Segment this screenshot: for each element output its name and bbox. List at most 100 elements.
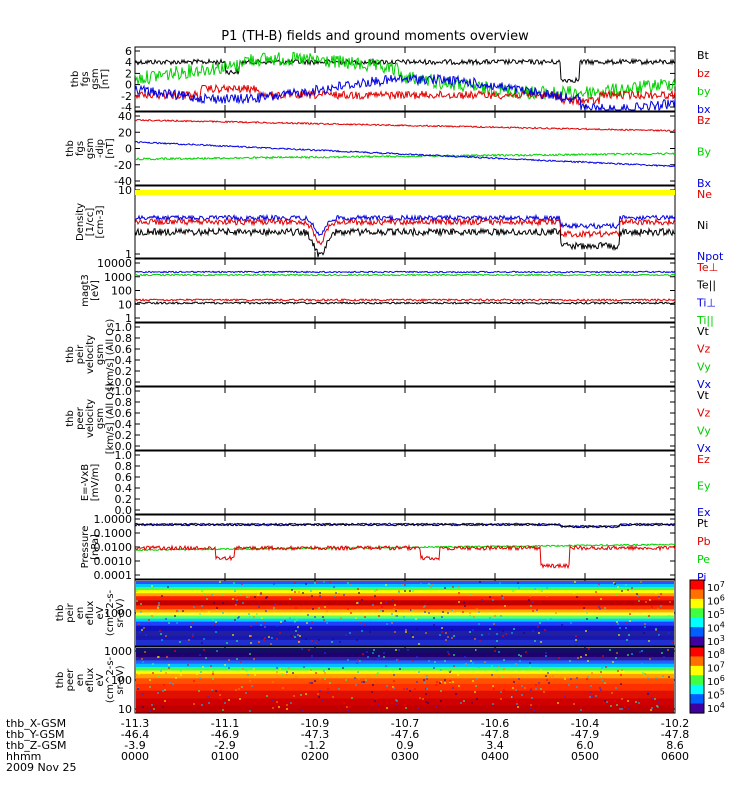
spectro-speckle bbox=[396, 700, 398, 702]
spectro-speckle bbox=[354, 677, 356, 679]
spectro-speckle bbox=[289, 598, 291, 600]
spectro-speckle bbox=[444, 587, 446, 589]
colorbar-label-9-3: 105 bbox=[707, 688, 725, 702]
spectro-speckle bbox=[420, 583, 422, 585]
spectro-speckle bbox=[310, 669, 312, 671]
spectro-speckle bbox=[286, 704, 288, 706]
footer-x-1: -11.1 bbox=[210, 717, 240, 730]
footer-t-4: 0400 bbox=[481, 750, 509, 763]
spectro-speckle bbox=[294, 636, 296, 638]
spectro-speckle bbox=[311, 640, 313, 642]
spectro-speckle bbox=[378, 704, 380, 706]
legend-3-2: Ti⊥ bbox=[696, 296, 716, 309]
spectro-speckle bbox=[423, 679, 425, 681]
spectro-band bbox=[136, 621, 674, 627]
panel-ylabel-line: eflux bbox=[85, 668, 96, 693]
ytick-label-3-4: 1 bbox=[125, 312, 132, 325]
spectro-speckle bbox=[418, 643, 420, 645]
ytick-label-1-4: -40 bbox=[114, 175, 132, 188]
spectro-speckle bbox=[539, 622, 541, 624]
spectro-speckle bbox=[364, 623, 366, 625]
spectro-speckle bbox=[626, 639, 628, 641]
spectro-speckle bbox=[440, 669, 442, 671]
panel-ylabel-line: thb bbox=[55, 672, 66, 689]
spectro-speckle bbox=[442, 611, 444, 613]
spectro-speckle bbox=[481, 634, 483, 636]
legend-0-1: bz bbox=[697, 67, 710, 80]
spectro-speckle bbox=[394, 604, 396, 606]
spectro-speckle bbox=[530, 704, 532, 706]
spectro-speckle bbox=[345, 679, 347, 681]
spectro-speckle bbox=[453, 665, 455, 667]
spectro-speckle bbox=[414, 688, 416, 690]
spectro-speckle bbox=[176, 622, 178, 624]
spectro-speckle bbox=[246, 596, 248, 598]
footer-label-x: thb_X-GSM bbox=[6, 717, 67, 730]
spectro-speckle bbox=[604, 697, 606, 699]
spectro-speckle bbox=[324, 678, 326, 680]
panel-ylabel-line: (cm^2-s- bbox=[105, 656, 116, 703]
spectro-speckle bbox=[136, 590, 138, 592]
spectro-speckle bbox=[568, 684, 570, 686]
spectro-speckle bbox=[383, 612, 385, 614]
spectro-speckle bbox=[395, 704, 397, 706]
spectro-speckle bbox=[616, 652, 618, 654]
spectro-speckle bbox=[139, 631, 141, 633]
spectro-speckle bbox=[349, 632, 351, 634]
spectro-speckle bbox=[600, 675, 602, 677]
spectro-speckle bbox=[638, 702, 640, 704]
spectro-speckle bbox=[655, 592, 657, 594]
spectro-speckle bbox=[470, 593, 472, 595]
spectro-speckle bbox=[360, 622, 362, 624]
panel-ylabel-5: thbpeervelocitygsm[km/s] (All Qs) bbox=[65, 383, 116, 455]
spectro-speckle bbox=[152, 663, 154, 665]
panel-ylabel-line: thb bbox=[55, 605, 66, 622]
spectro-speckle bbox=[516, 700, 518, 702]
ytick-label-0-5: -4 bbox=[121, 101, 132, 114]
spectro-speckle bbox=[540, 688, 542, 690]
spectro-speckle bbox=[297, 626, 299, 628]
spectro-speckle bbox=[588, 648, 590, 650]
spectro-speckle bbox=[515, 663, 517, 665]
ytick-label-0-4: -2 bbox=[121, 90, 132, 103]
spectro-speckle bbox=[621, 669, 623, 671]
spectro-speckle bbox=[529, 666, 531, 668]
series-line-Bz bbox=[134, 118, 676, 133]
spectro-speckle bbox=[516, 703, 518, 705]
legend-5-0: Vt bbox=[697, 389, 710, 402]
spectro-speckle bbox=[161, 639, 163, 641]
ytick-label-4-0: 1.0 bbox=[115, 321, 133, 334]
spectro-speckle bbox=[501, 595, 503, 597]
spectro-speckle bbox=[604, 700, 606, 702]
spectro-speckle bbox=[391, 654, 393, 656]
colorbar-exponent: 3 bbox=[720, 634, 725, 643]
spectro-speckle bbox=[534, 588, 536, 590]
spectro-speckle bbox=[397, 659, 399, 661]
spectro-speckle bbox=[307, 614, 309, 616]
spectro-speckle bbox=[362, 653, 364, 655]
spectro-speckle bbox=[394, 631, 396, 633]
panel-ylabel-line: thb bbox=[65, 140, 76, 157]
spectro-speckle bbox=[357, 659, 359, 661]
series-line-pb bbox=[134, 544, 676, 570]
spectro-speckle bbox=[261, 617, 263, 619]
spectro-speckle bbox=[386, 707, 388, 709]
spectro-speckle bbox=[476, 678, 478, 680]
series-line-Bx bbox=[134, 140, 676, 168]
spectro-speckle bbox=[162, 706, 164, 708]
spectro-speckle bbox=[324, 672, 326, 674]
spectro-speckle bbox=[319, 690, 321, 692]
footer-y-3: -47.6 bbox=[390, 728, 420, 741]
spectro-speckle bbox=[369, 631, 371, 633]
spectro-speckle bbox=[604, 607, 606, 609]
spectro-speckle bbox=[266, 695, 268, 697]
footer-x-4: -10.6 bbox=[480, 717, 510, 730]
spectro-speckle bbox=[157, 607, 159, 609]
spectro-speckle bbox=[590, 664, 592, 666]
spectro-speckle bbox=[626, 622, 628, 624]
spectro-speckle bbox=[662, 675, 664, 677]
spectro-speckle bbox=[573, 703, 575, 705]
spectro-speckle bbox=[422, 698, 424, 700]
spectro-speckle bbox=[323, 670, 325, 672]
spectro-speckle bbox=[563, 624, 565, 626]
